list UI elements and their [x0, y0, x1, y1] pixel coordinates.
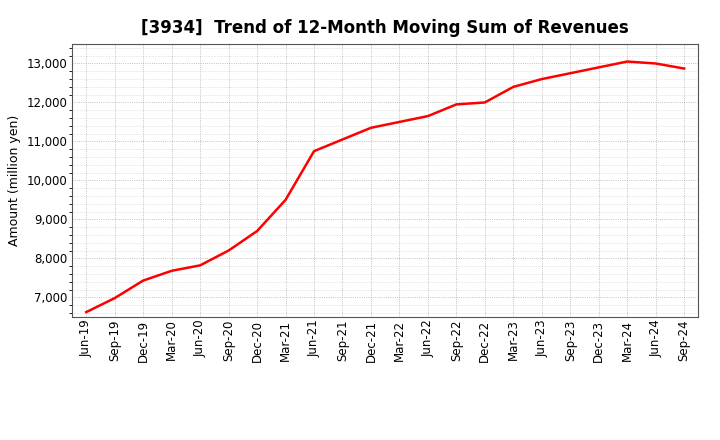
Y-axis label: Amount (million yen): Amount (million yen): [8, 115, 21, 246]
Title: [3934]  Trend of 12-Month Moving Sum of Revenues: [3934] Trend of 12-Month Moving Sum of R…: [141, 19, 629, 37]
